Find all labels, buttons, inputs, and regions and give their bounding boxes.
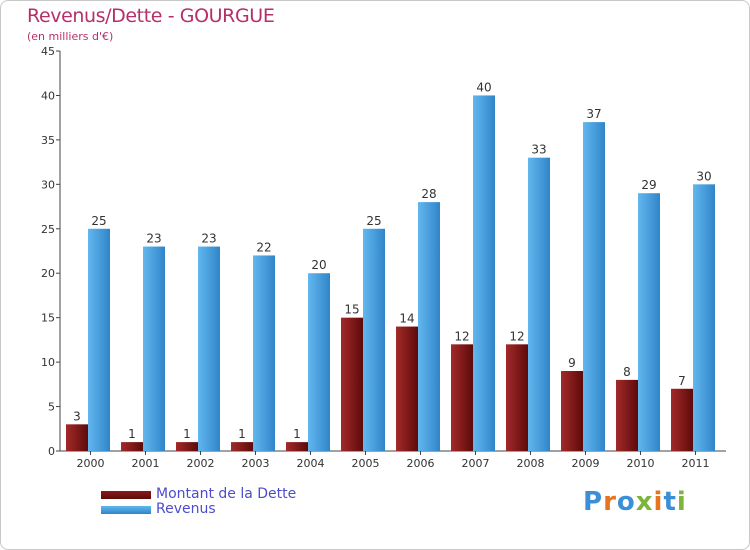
data-label-dette: 3 [73,409,81,423]
x-tick-label: 2011 [682,457,710,470]
y-tick-label: 45 [41,45,55,58]
y-tick-label: 35 [41,134,55,147]
y-tick-label: 15 [41,312,55,325]
x-tick-label: 2008 [517,457,545,470]
data-label-dette: 15 [344,303,359,317]
chart-title: Revenus/Dette - GOURGUE [27,5,275,27]
x-tick-label: 2009 [572,457,600,470]
data-label-revenus: 25 [91,214,106,228]
bar-dette [341,317,363,451]
bar-revenus [473,95,495,451]
data-label-revenus: 25 [366,214,381,228]
legend-label-revenus: Revenus [156,501,216,517]
y-tick-label: 25 [41,223,55,236]
data-label-revenus: 23 [146,232,161,246]
x-tick-label: 2000 [77,457,105,470]
data-label-dette: 8 [623,365,631,379]
data-label-revenus: 40 [476,80,491,94]
data-label-revenus: 23 [201,232,216,246]
data-label-revenus: 22 [256,240,271,254]
data-label-dette: 1 [293,427,301,441]
data-label-revenus: 30 [696,169,711,183]
y-tick-label: 5 [48,401,55,414]
bar-revenus [583,122,605,451]
bar-dette [561,371,583,451]
data-label-revenus: 33 [531,143,546,157]
data-label-dette: 12 [454,329,469,343]
bar-dette [616,379,638,451]
bar-revenus [638,193,660,451]
bar-revenus [418,202,440,451]
y-tick-label: 20 [41,267,55,280]
legend-item-revenus: Revenus [101,502,296,517]
chart-subtitle: (en milliers d'€) [27,30,114,43]
data-label-dette: 12 [509,329,524,343]
data-label-dette: 1 [183,427,191,441]
x-tick-label: 2010 [627,457,655,470]
bar-revenus [693,184,715,452]
bar-dette [451,344,473,451]
bar-dette [176,442,198,451]
data-label-dette: 1 [128,427,136,441]
bar-revenus [253,255,275,451]
bar-revenus [363,228,385,451]
y-tick-label: 40 [41,89,55,102]
bar-revenus [198,246,220,451]
bar-dette [671,388,693,451]
y-tick-label: 30 [41,178,55,191]
data-label-revenus: 29 [641,178,656,192]
bar-dette [121,442,143,451]
x-tick-label: 2007 [462,457,490,470]
x-tick-label: 2005 [352,457,380,470]
data-label-revenus: 20 [311,258,326,272]
data-label-dette: 1 [238,427,246,441]
bar-dette [66,424,88,451]
x-tick-label: 2006 [407,457,435,470]
chart-legend: Montant de la Dette Revenus [101,487,296,517]
x-tick-label: 2001 [132,457,160,470]
legend-label-dette: Montant de la Dette [156,486,297,502]
data-label-revenus: 28 [421,187,436,201]
x-tick-label: 2002 [187,457,215,470]
bar-revenus [308,273,330,451]
bar-dette [506,344,528,451]
bar-revenus [528,157,550,451]
legend-swatch-dette [101,490,151,499]
x-tick-label: 2004 [297,457,325,470]
bar-revenus [88,228,110,451]
bar-dette [231,442,253,451]
x-tick-label: 2003 [242,457,270,470]
bar-revenus [143,246,165,451]
bar-dette [396,326,418,451]
y-tick-label: 0 [48,445,55,458]
data-label-dette: 14 [399,312,414,326]
y-tick-label: 10 [41,356,55,369]
proxiti-logo: Proxiti [583,487,687,517]
bar-dette [286,442,308,451]
legend-swatch-revenus [101,505,151,514]
legend-item-dette: Montant de la Dette [101,487,296,502]
data-label-revenus: 37 [586,107,601,121]
data-label-dette: 9 [568,356,576,370]
data-label-dette: 7 [678,374,686,388]
